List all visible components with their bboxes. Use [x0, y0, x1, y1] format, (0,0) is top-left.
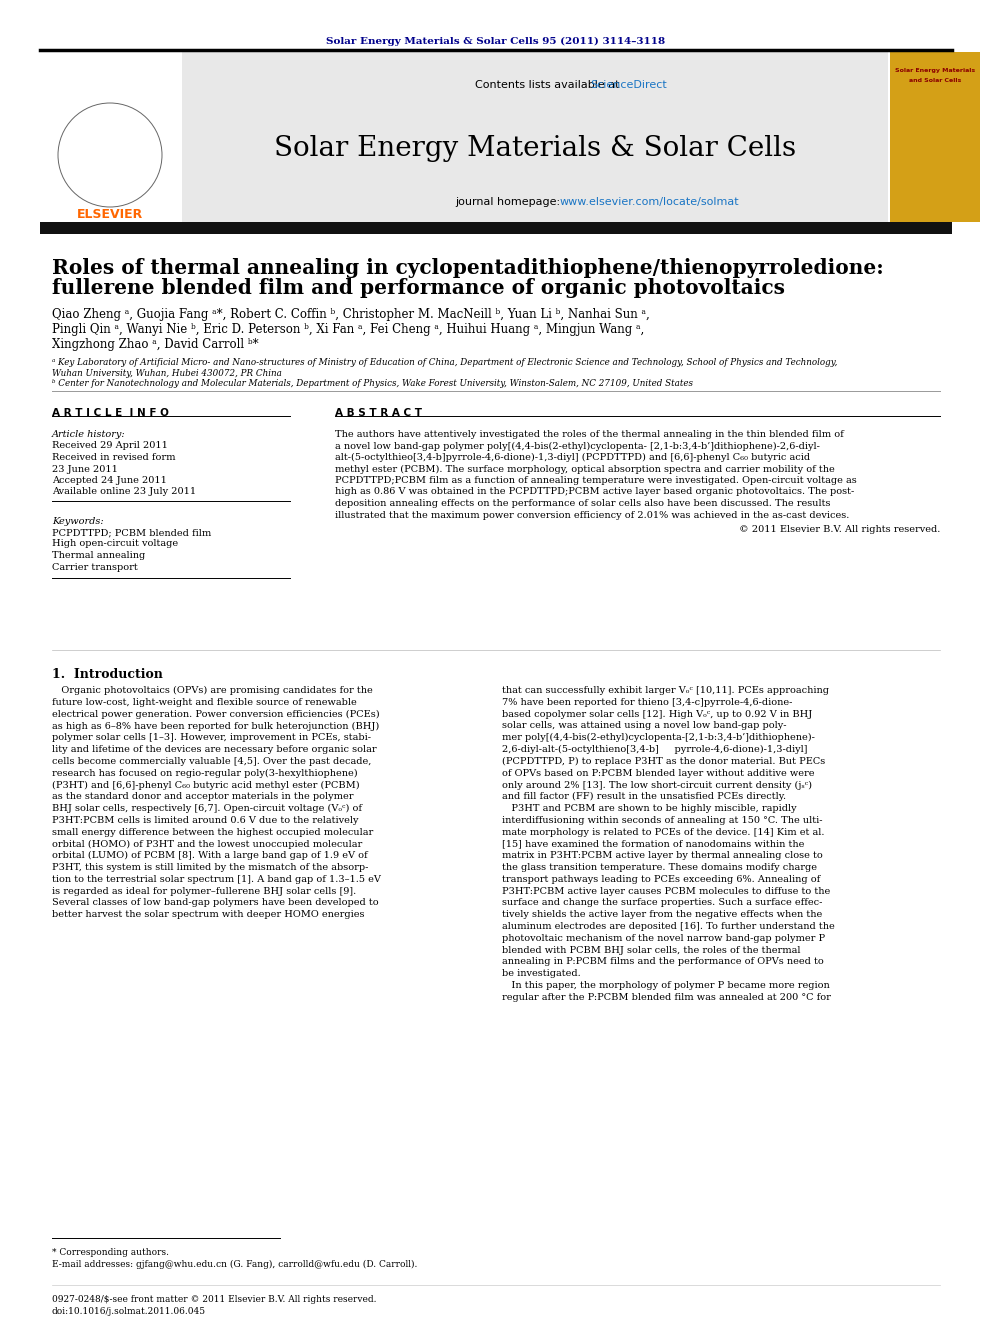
Text: alt-(5-octylthieo[3,4-b]pyrrole-4,6-dione)-1,3-diyl] (PCPDTTPD) and [6,6]-phenyl: alt-(5-octylthieo[3,4-b]pyrrole-4,6-dion…	[335, 452, 810, 462]
Text: Qiao Zheng ᵃ, Guojia Fang ᵃ*, Robert C. Coffin ᵇ, Christopher M. MacNeill ᵇ, Yua: Qiao Zheng ᵃ, Guojia Fang ᵃ*, Robert C. …	[52, 308, 650, 321]
Text: regular after the P:PCBM blended film was annealed at 200 °C for: regular after the P:PCBM blended film wa…	[502, 992, 831, 1002]
Text: high as 0.86 V was obtained in the PCPDTTPD;PCBM active layer based organic phot: high as 0.86 V was obtained in the PCPDT…	[335, 487, 854, 496]
Text: small energy difference between the highest occupied molecular: small energy difference between the high…	[52, 828, 373, 836]
Text: journal homepage:: journal homepage:	[455, 197, 563, 206]
Text: ᵇ Center for Nanotechnology and Molecular Materials, Department of Physics, Wake: ᵇ Center for Nanotechnology and Molecula…	[52, 378, 693, 388]
Text: Solar Energy Materials & Solar Cells 95 (2011) 3114–3118: Solar Energy Materials & Solar Cells 95 …	[326, 37, 666, 46]
Text: [15] have examined the formation of nanodomains within the: [15] have examined the formation of nano…	[502, 839, 805, 848]
Text: blended with PCBM BHJ solar cells, the roles of the thermal: blended with PCBM BHJ solar cells, the r…	[502, 946, 801, 955]
Text: E-mail addresses: gjfang@whu.edu.cn (G. Fang), carrolld@wfu.edu (D. Carroll).: E-mail addresses: gjfang@whu.edu.cn (G. …	[52, 1259, 418, 1269]
Bar	[182, 52, 888, 222]
Text: Article history:: Article history:	[52, 430, 126, 439]
Text: illustrated that the maximum power conversion efficiency of 2.01% was achieved i: illustrated that the maximum power conve…	[335, 511, 849, 520]
Text: www.elsevier.com/locate/solmat: www.elsevier.com/locate/solmat	[560, 197, 740, 206]
Text: deposition annealing effects on the performance of solar cells also have been di: deposition annealing effects on the perf…	[335, 499, 830, 508]
Text: methyl ester (PCBM). The surface morphology, optical absorption spectra and carr: methyl ester (PCBM). The surface morphol…	[335, 464, 834, 474]
Text: doi:10.1016/j.solmat.2011.06.045: doi:10.1016/j.solmat.2011.06.045	[52, 1307, 206, 1316]
Text: P3HT:PCBM active layer causes PCBM molecules to diffuse to the: P3HT:PCBM active layer causes PCBM molec…	[502, 886, 830, 896]
Text: orbital (LUMO) of PCBM [8]. With a large band gap of 1.9 eV of: orbital (LUMO) of PCBM [8]. With a large…	[52, 851, 368, 860]
Text: In this paper, the morphology of polymer P became more region: In this paper, the morphology of polymer…	[502, 980, 829, 990]
Text: Accepted 24 June 2011: Accepted 24 June 2011	[52, 476, 167, 486]
Text: 1.  Introduction: 1. Introduction	[52, 668, 163, 681]
Text: only around 2% [13]. The low short-circuit current density (jₛᶜ): only around 2% [13]. The low short-circu…	[502, 781, 812, 790]
Text: mate morphology is related to PCEs of the device. [14] Kim et al.: mate morphology is related to PCEs of th…	[502, 828, 824, 836]
Text: electrical power generation. Power conversion efficiencies (PCEs): electrical power generation. Power conve…	[52, 709, 380, 718]
Text: Received 29 April 2011: Received 29 April 2011	[52, 442, 168, 451]
Text: polymer solar cells [1–3]. However, improvement in PCEs, stabi-: polymer solar cells [1–3]. However, impr…	[52, 733, 371, 742]
Text: © 2011 Elsevier B.V. All rights reserved.: © 2011 Elsevier B.V. All rights reserved…	[739, 525, 940, 534]
Text: 23 June 2011: 23 June 2011	[52, 464, 118, 474]
Text: aluminum electrodes are deposited [16]. To further understand the: aluminum electrodes are deposited [16]. …	[502, 922, 834, 931]
Text: transport pathways leading to PCEs exceeding 6%. Annealing of: transport pathways leading to PCEs excee…	[502, 875, 820, 884]
Text: BHJ solar cells, respectively [6,7]. Open-circuit voltage (Vₒᶜ) of: BHJ solar cells, respectively [6,7]. Ope…	[52, 804, 362, 814]
Text: 7% have been reported for thieno [3,4-c]pyrrole-4,6-dione-: 7% have been reported for thieno [3,4-c]…	[502, 697, 793, 706]
Text: 0927-0248/$-see front matter © 2011 Elsevier B.V. All rights reserved.: 0927-0248/$-see front matter © 2011 Else…	[52, 1295, 377, 1304]
Text: lity and lifetime of the devices are necessary before organic solar: lity and lifetime of the devices are nec…	[52, 745, 377, 754]
Text: P3HT:PCBM cells is limited around 0.6 V due to the relatively: P3HT:PCBM cells is limited around 0.6 V …	[52, 816, 358, 824]
Text: be investigated.: be investigated.	[502, 970, 580, 978]
Text: that can successfully exhibit larger Vₒᶜ [10,11]. PCEs approaching: that can successfully exhibit larger Vₒᶜ…	[502, 687, 829, 695]
Text: Contents lists available at: Contents lists available at	[475, 79, 623, 90]
Text: Pingli Qin ᵃ, Wanyi Nie ᵇ, Eric D. Peterson ᵇ, Xi Fan ᵃ, Fei Cheng ᵃ, Huihui Hua: Pingli Qin ᵃ, Wanyi Nie ᵇ, Eric D. Peter…	[52, 323, 644, 336]
Text: P3HT, this system is still limited by the mismatch of the absorp-: P3HT, this system is still limited by th…	[52, 863, 368, 872]
Text: tively shields the active layer from the negative effects when the: tively shields the active layer from the…	[502, 910, 822, 919]
Text: ScienceDirect: ScienceDirect	[590, 79, 667, 90]
Bar	[890, 52, 980, 222]
Text: Xingzhong Zhao ᵃ, David Carroll ᵇ*: Xingzhong Zhao ᵃ, David Carroll ᵇ*	[52, 337, 259, 351]
Text: a novel low band-gap polymer poly[(4,4-bis(2-ethyl)cyclopenta- [2,1-b:3,4-b’]dit: a novel low band-gap polymer poly[(4,4-b…	[335, 442, 819, 451]
Text: mer poly[(4,4-bis(2-ethyl)cyclopenta-[2,1-b:3,4-b’]dithiophene)-: mer poly[(4,4-bis(2-ethyl)cyclopenta-[2,…	[502, 733, 814, 742]
Text: solar cells, was attained using a novel low band-gap poly-: solar cells, was attained using a novel …	[502, 721, 787, 730]
Text: fullerene blended film and performance of organic photovoltaics: fullerene blended film and performance o…	[52, 278, 785, 298]
Text: Several classes of low band-gap polymers have been developed to: Several classes of low band-gap polymers…	[52, 898, 379, 908]
Text: Received in revised form: Received in revised form	[52, 452, 176, 462]
Text: based copolymer solar cells [12]. High Vₒᶜ, up to 0.92 V in BHJ: based copolymer solar cells [12]. High V…	[502, 709, 812, 718]
Text: as the standard donor and acceptor materials in the polymer: as the standard donor and acceptor mater…	[52, 792, 353, 802]
Text: Wuhan University, Wuhan, Hubei 430072, PR China: Wuhan University, Wuhan, Hubei 430072, P…	[52, 369, 282, 378]
Text: (PCPDTTPD, P) to replace P3HT as the donor material. But PECs: (PCPDTTPD, P) to replace P3HT as the don…	[502, 757, 825, 766]
Text: as high as 6–8% have been reported for bulk heterojunction (BHJ): as high as 6–8% have been reported for b…	[52, 721, 379, 730]
Bar	[40, 52, 182, 222]
Text: High open-circuit voltage: High open-circuit voltage	[52, 540, 179, 549]
Text: A B S T R A C T: A B S T R A C T	[335, 407, 422, 418]
Text: Available online 23 July 2011: Available online 23 July 2011	[52, 487, 196, 496]
Text: the glass transition temperature. These domains modify charge: the glass transition temperature. These …	[502, 863, 817, 872]
Text: is regarded as ideal for polymer–fullerene BHJ solar cells [9].: is regarded as ideal for polymer–fullere…	[52, 886, 356, 896]
Text: of OPVs based on P:PCBM blended layer without additive were: of OPVs based on P:PCBM blended layer wi…	[502, 769, 814, 778]
Text: Solar Energy Materials & Solar Cells: Solar Energy Materials & Solar Cells	[274, 135, 796, 161]
Text: 2,6-diyl-alt-(5-octylthieno[3,4-b]     pyrrole-4,6-dione)-1,3-diyl]: 2,6-diyl-alt-(5-octylthieno[3,4-b] pyrro…	[502, 745, 807, 754]
Text: future low-cost, light-weight and flexible source of renewable: future low-cost, light-weight and flexib…	[52, 697, 357, 706]
Text: Carrier transport: Carrier transport	[52, 562, 138, 572]
Text: Thermal annealing: Thermal annealing	[52, 550, 145, 560]
Text: ᵃ Key Laboratory of Artificial Micro- and Nano-structures of Ministry of Educati: ᵃ Key Laboratory of Artificial Micro- an…	[52, 359, 837, 366]
Text: Solar Energy Materials: Solar Energy Materials	[895, 67, 975, 73]
Text: annealing in P:PCBM films and the performance of OPVs need to: annealing in P:PCBM films and the perfor…	[502, 958, 823, 966]
Text: PCPDTTPD; PCBM blended film: PCPDTTPD; PCBM blended film	[52, 528, 211, 537]
Text: matrix in P3HT:PCBM active layer by thermal annealing close to: matrix in P3HT:PCBM active layer by ther…	[502, 851, 822, 860]
Text: P3HT and PCBM are shown to be highly miscible, rapidly: P3HT and PCBM are shown to be highly mis…	[502, 804, 797, 814]
Text: ELSEVIER: ELSEVIER	[76, 208, 143, 221]
Text: and fill factor (FF) result in the unsatisfied PCEs directly.: and fill factor (FF) result in the unsat…	[502, 792, 786, 802]
Text: and Solar Cells: and Solar Cells	[909, 78, 961, 83]
Text: cells become commercially valuable [4,5]. Over the past decade,: cells become commercially valuable [4,5]…	[52, 757, 371, 766]
Text: PCPDTTPD;PCBM film as a function of annealing temperature were investigated. Ope: PCPDTTPD;PCBM film as a function of anne…	[335, 476, 857, 486]
Text: research has focused on regio-regular poly(3-hexylthiophene): research has focused on regio-regular po…	[52, 769, 358, 778]
Text: tion to the terrestrial solar spectrum [1]. A band gap of 1.3–1.5 eV: tion to the terrestrial solar spectrum […	[52, 875, 381, 884]
Text: surface and change the surface properties. Such a surface effec-: surface and change the surface propertie…	[502, 898, 822, 908]
Text: * Corresponding authors.: * Corresponding authors.	[52, 1248, 169, 1257]
Text: (P3HT) and [6,6]-phenyl C₆₀ butyric acid methyl ester (PCBM): (P3HT) and [6,6]-phenyl C₆₀ butyric acid…	[52, 781, 360, 790]
Text: The authors have attentively investigated the roles of the thermal annealing in : The authors have attentively investigate…	[335, 430, 844, 439]
Text: Keywords:: Keywords:	[52, 516, 103, 525]
Text: interdiffusioning within seconds of annealing at 150 °C. The ulti-: interdiffusioning within seconds of anne…	[502, 816, 822, 824]
Text: photovoltaic mechanism of the novel narrow band-gap polymer P: photovoltaic mechanism of the novel narr…	[502, 934, 825, 943]
Text: better harvest the solar spectrum with deeper HOMO energies: better harvest the solar spectrum with d…	[52, 910, 364, 919]
Text: Organic photovoltaics (OPVs) are promising candidates for the: Organic photovoltaics (OPVs) are promisi…	[52, 687, 373, 695]
Text: A R T I C L E  I N F O: A R T I C L E I N F O	[52, 407, 169, 418]
Text: Roles of thermal annealing in cyclopentadithiophene/thienopyrroledione:: Roles of thermal annealing in cyclopenta…	[52, 258, 884, 278]
Bar	[40, 222, 952, 234]
Text: orbital (HOMO) of P3HT and the lowest unoccupied molecular: orbital (HOMO) of P3HT and the lowest un…	[52, 839, 362, 848]
